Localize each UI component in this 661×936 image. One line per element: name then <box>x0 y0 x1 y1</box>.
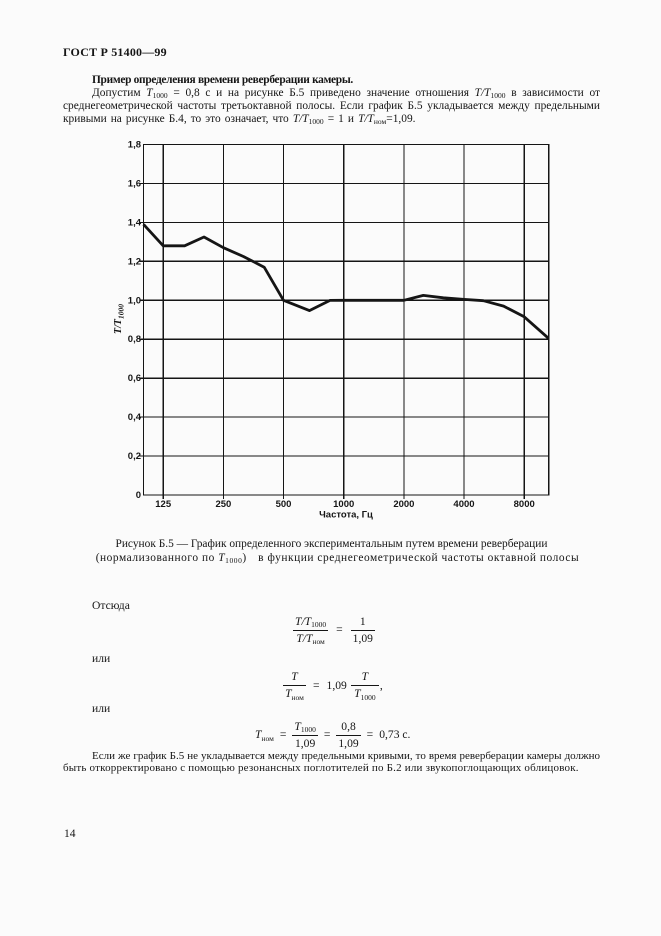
svg-text:0,6: 0,6 <box>128 373 141 384</box>
svg-text:0,4: 0,4 <box>128 412 142 423</box>
svg-text:2000: 2000 <box>393 499 414 510</box>
svg-text:0: 0 <box>136 490 141 501</box>
svg-text:500: 500 <box>276 499 292 510</box>
svg-text:1000: 1000 <box>333 499 354 510</box>
svg-text:1,6: 1,6 <box>128 178 141 189</box>
svg-text:Т/Т1000: Т/Т1000 <box>113 304 126 334</box>
svg-text:1,0: 1,0 <box>128 295 141 306</box>
svg-text:0,2: 0,2 <box>128 451 141 462</box>
svg-text:1,8: 1,8 <box>128 140 141 151</box>
svg-text:8000: 8000 <box>514 499 535 510</box>
svg-text:1,2: 1,2 <box>128 256 141 267</box>
svg-text:125: 125 <box>155 499 172 510</box>
svg-text:Частота, Гц: Частота, Гц <box>319 510 373 521</box>
svg-text:250: 250 <box>215 499 231 510</box>
svg-text:0,8: 0,8 <box>128 334 141 345</box>
svg-text:4000: 4000 <box>453 499 474 510</box>
svg-text:1,4: 1,4 <box>128 217 142 228</box>
